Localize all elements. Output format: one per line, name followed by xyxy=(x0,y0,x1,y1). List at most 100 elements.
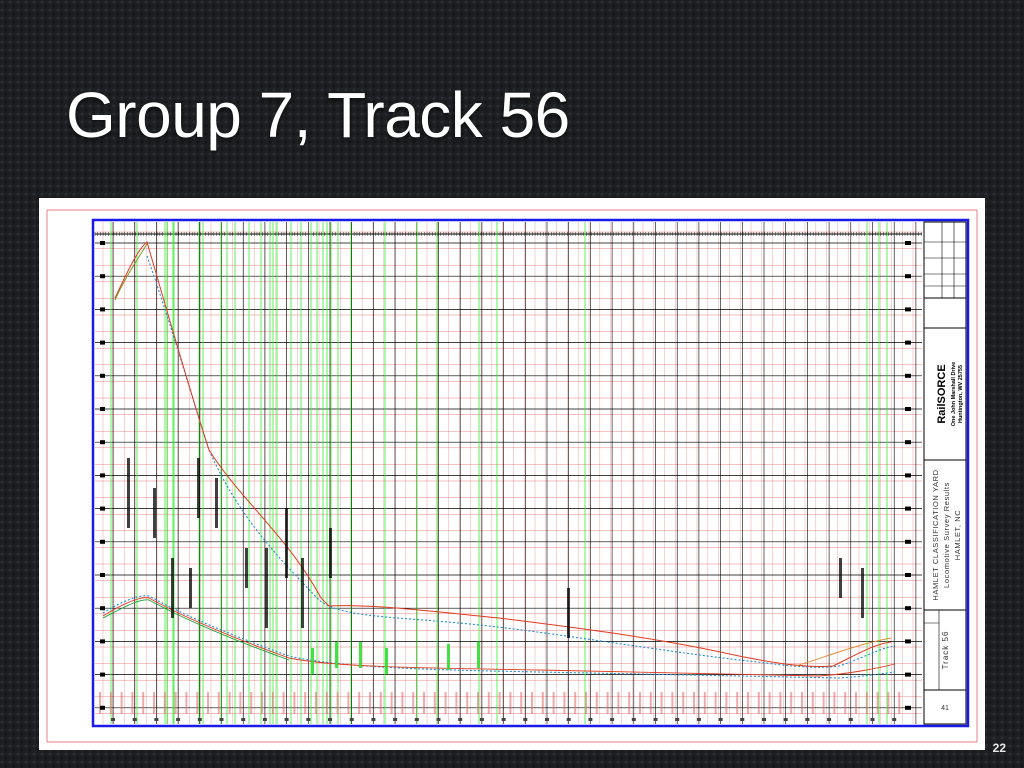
elevation-tick-right xyxy=(905,473,911,478)
elevation-tick-left xyxy=(100,373,105,378)
station-label-strip xyxy=(245,548,248,588)
top-ruler xyxy=(94,232,922,236)
elevation-tick-right xyxy=(905,340,911,345)
project-location: HAMLET, NC xyxy=(953,510,962,561)
bottom-elevation-label xyxy=(833,692,836,714)
bottom-elevation-label xyxy=(876,692,879,714)
bottom-elevation-label xyxy=(747,692,749,714)
station-label-strip xyxy=(265,548,268,628)
station-tick-bottom xyxy=(545,718,549,721)
bottom-elevation-label xyxy=(433,692,436,714)
bottom-elevation-label xyxy=(865,692,868,714)
bottom-elevation-label xyxy=(99,692,101,714)
station-tick-bottom xyxy=(805,718,810,721)
station-tick-bottom xyxy=(762,718,766,721)
elevation-tick-left xyxy=(100,340,105,345)
elevation-tick-right xyxy=(905,672,911,677)
bottom-elevation-label xyxy=(131,692,134,714)
elevation-tick-right xyxy=(905,573,911,577)
bottom-elevation-label xyxy=(487,692,490,714)
bottom-elevation-label xyxy=(714,692,717,714)
station-label-strip xyxy=(171,558,174,618)
bottom-elevation-label xyxy=(801,692,803,714)
elevation-tick-right xyxy=(905,373,911,378)
elevation-tick-left xyxy=(100,274,105,279)
station-tick-bottom xyxy=(371,718,376,721)
station-tick-bottom xyxy=(870,718,875,721)
bottom-elevation-label xyxy=(811,692,814,714)
bottom-elevation-label xyxy=(595,692,598,714)
station-tick-bottom xyxy=(262,718,267,721)
bottom-elevation-label xyxy=(142,692,145,714)
profile-lower-existing xyxy=(102,595,896,679)
station-tick-bottom xyxy=(718,718,723,721)
bottom-elevation-label xyxy=(185,692,188,714)
revision-table xyxy=(924,222,966,299)
elevation-tick-left xyxy=(100,440,105,445)
grid xyxy=(95,222,922,724)
profile-proposed xyxy=(114,241,892,667)
station-label-strip xyxy=(127,458,130,528)
elevation-tick-right xyxy=(905,241,911,245)
bottom-elevation-label xyxy=(671,692,674,714)
elevation-tick-right xyxy=(905,440,911,445)
bottom-elevation-label xyxy=(174,692,177,714)
station-tick-bottom xyxy=(675,718,680,721)
station-labels xyxy=(99,458,901,714)
station-tick-bottom xyxy=(610,718,615,721)
bottom-elevation-label xyxy=(509,692,512,714)
station-tick-bottom xyxy=(349,718,354,721)
bottom-elevation-label xyxy=(498,692,501,714)
bottom-elevation-label xyxy=(639,692,641,714)
station-tick-bottom xyxy=(631,718,636,721)
bottom-elevation-label xyxy=(682,692,685,714)
project-block: HAMLET CLASSIFICATION YARD Locomotive Su… xyxy=(931,469,962,600)
elevation-tick-left xyxy=(100,672,105,677)
project-name: HAMLET CLASSIFICATION YARD xyxy=(931,469,940,600)
elevation-tick-left xyxy=(100,639,105,644)
profile-drawing: RailSORCE One John Marshall Drive Huntin… xyxy=(46,209,978,743)
station-tick-bottom xyxy=(111,718,115,721)
station-tick-bottom xyxy=(827,718,832,721)
station-tick-bottom xyxy=(176,718,181,721)
bottom-elevation-label xyxy=(369,692,371,714)
bottom-elevation-label xyxy=(455,692,458,714)
station-label-strip xyxy=(839,558,842,598)
bottom-elevation-label xyxy=(520,692,523,714)
track-block: Track 56 xyxy=(941,631,950,670)
bottom-elevation-label xyxy=(217,692,220,714)
bottom-elevation-label xyxy=(649,692,652,714)
bottom-elevation-label xyxy=(541,692,544,714)
elevation-tick-right xyxy=(905,274,911,279)
bottom-elevation-label xyxy=(790,692,793,714)
station-label-strip xyxy=(197,458,200,518)
elevation-tick-right xyxy=(905,606,911,611)
elevation-tick-left xyxy=(100,539,105,544)
bottom-elevation-label xyxy=(336,692,339,714)
bottom-elevation-label xyxy=(768,692,771,714)
page-number: 22 xyxy=(992,741,1006,755)
bottom-elevation-label xyxy=(153,692,155,714)
station-tick-bottom xyxy=(783,718,788,721)
bottom-elevation-label xyxy=(531,692,533,714)
station-tick-bottom xyxy=(328,718,332,721)
bottom-elevation-label xyxy=(109,692,112,714)
station-tick-bottom xyxy=(306,718,311,721)
bottom-elevation-label xyxy=(196,692,199,714)
bottom-elevation-label xyxy=(163,692,166,714)
sheet-number: 41 xyxy=(941,705,949,712)
station-tick-bottom xyxy=(566,718,571,721)
elevation-tick-left xyxy=(100,606,105,611)
elevation-tick-right xyxy=(905,307,911,312)
station-tick-bottom xyxy=(479,718,484,721)
bottom-elevation-label xyxy=(358,692,361,714)
elevation-tick-left xyxy=(100,307,105,312)
bottom-elevation-label xyxy=(703,692,706,714)
station-tick-bottom xyxy=(458,718,463,721)
elevation-tick-left xyxy=(100,506,105,511)
bottom-elevation-label xyxy=(736,692,739,714)
bottom-elevation-label xyxy=(563,692,566,714)
bottom-elevation-label xyxy=(844,692,847,714)
bottom-elevation-label xyxy=(401,692,404,714)
title-block: RailSORCE One John Marshall Drive Huntin… xyxy=(923,221,967,725)
